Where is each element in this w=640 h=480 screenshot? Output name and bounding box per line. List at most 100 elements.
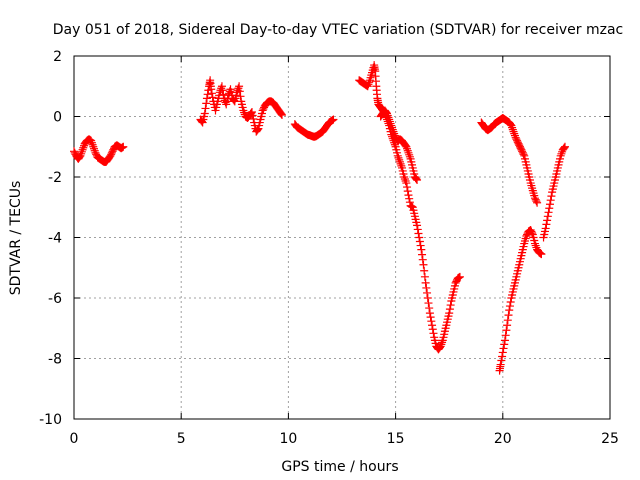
- data-point-sat-b: [221, 98, 230, 107]
- data-point-sat-f: [507, 121, 516, 130]
- data-point-sat-e: [388, 123, 397, 132]
- data-point-sat-d: [416, 241, 425, 250]
- data-point-sat-g: [537, 250, 546, 259]
- data-point-sat-f: [510, 129, 519, 138]
- x-tick-label: 5: [177, 431, 186, 447]
- data-point-sat-d: [446, 301, 455, 310]
- data-point-sat-d: [428, 321, 437, 330]
- data-point-sat-d: [423, 294, 432, 302]
- data-point-sat-b: [202, 94, 211, 103]
- data-point-sat-b: [200, 109, 209, 118]
- y-tick-label: 0: [53, 110, 62, 126]
- data-point-sat-d: [438, 338, 447, 347]
- data-point-sat-e: [387, 121, 396, 130]
- data-point-sat-b: [276, 108, 285, 117]
- data-point-sat-h: [560, 142, 569, 151]
- data-point-sat-g: [528, 228, 537, 237]
- data-point-sat-e: [389, 127, 398, 136]
- data-point-sat-d: [415, 237, 424, 246]
- data-point-sat-d: [417, 245, 426, 254]
- data-point-sat-b: [208, 93, 217, 102]
- data-point-sat-b: [277, 110, 286, 119]
- data-point-sat-g: [505, 306, 514, 315]
- data-point-sat-f: [505, 119, 514, 128]
- y-tick-label: -2: [48, 170, 62, 186]
- data-point-sat-d: [420, 266, 429, 275]
- data-point-sat-b: [217, 84, 226, 93]
- x-tick-label: 10: [279, 431, 297, 447]
- x-tick-label: 20: [494, 431, 512, 447]
- data-point-sat-d: [425, 304, 434, 313]
- data-point-sat-d: [413, 221, 422, 230]
- data-point-sat-b: [277, 109, 286, 118]
- data-point-sat-d: [445, 309, 454, 318]
- data-point-sat-g: [501, 331, 510, 340]
- data-point-sat-d: [390, 140, 399, 149]
- data-point-sat-h: [560, 143, 569, 152]
- data-point-sat-e: [384, 113, 393, 122]
- data-points: [70, 61, 569, 375]
- data-point-sat-h: [544, 208, 553, 217]
- data-point-sat-e: [412, 175, 421, 184]
- data-point-sat-a: [89, 142, 98, 151]
- data-point-sat-b: [253, 125, 262, 134]
- data-point-sat-h: [545, 200, 554, 209]
- data-point-sat-g: [503, 321, 512, 330]
- data-point-sat-b: [217, 82, 226, 91]
- data-point-sat-a: [87, 136, 96, 145]
- data-point-sat-g: [500, 336, 509, 345]
- data-point-sat-d: [403, 183, 412, 192]
- data-point-sat-e: [413, 176, 422, 185]
- y-tick-label: -4: [48, 231, 62, 247]
- data-point-sat-g: [502, 326, 511, 335]
- data-point-sat-e: [385, 117, 394, 126]
- data-point-sat-b: [218, 86, 227, 95]
- data-point-sat-d: [426, 313, 435, 322]
- data-point-sat-e: [404, 148, 413, 157]
- data-point-sat-d: [419, 260, 428, 269]
- data-point-sat-d: [405, 198, 414, 207]
- data-point-sat-g: [503, 316, 512, 325]
- data-point-sat-h: [557, 149, 566, 158]
- y-tick-label: -10: [39, 412, 62, 428]
- data-point-sat-a: [78, 145, 87, 154]
- data-point-sat-f: [510, 131, 519, 140]
- data-point-sat-b: [248, 111, 257, 120]
- data-point-sat-b: [247, 107, 256, 116]
- data-point-sat-a: [77, 147, 86, 156]
- data-point-sat-d: [404, 191, 413, 200]
- data-point-sat-d: [413, 225, 422, 234]
- data-point-sat-d: [436, 342, 445, 351]
- data-point-sat-c: [329, 115, 338, 124]
- data-point-sat-d: [414, 229, 423, 238]
- data-point-sat-b: [235, 87, 244, 96]
- data-point-sat-a: [90, 146, 99, 155]
- data-point-sat-b: [236, 92, 245, 101]
- data-point-sat-e: [403, 144, 412, 153]
- data-point-sat-a: [119, 142, 128, 151]
- data-point-sat-g: [530, 239, 539, 248]
- data-point-sat-g: [498, 348, 507, 357]
- data-point-sat-a: [79, 143, 88, 152]
- data-point-sat-d: [401, 177, 410, 186]
- data-point-sat-d: [424, 299, 433, 308]
- data-point-sat-d: [427, 317, 436, 326]
- x-tick-label: 25: [601, 431, 619, 447]
- data-point-sat-b: [203, 90, 212, 99]
- data-point-sat-d: [421, 278, 430, 287]
- data-point-sat-h: [546, 196, 555, 205]
- data-point-sat-a: [76, 151, 85, 160]
- data-point-sat-e: [403, 146, 412, 155]
- data-point-sat-d: [363, 82, 372, 91]
- data-point-sat-e: [385, 115, 394, 124]
- data-point-sat-d: [423, 288, 432, 297]
- data-point-sat-d: [425, 309, 434, 318]
- data-point-sat-d: [364, 80, 373, 89]
- data-point-sat-a: [87, 138, 96, 147]
- data-point-sat-g: [500, 340, 509, 349]
- data-point-sat-h: [541, 224, 550, 233]
- data-point-sat-d: [365, 78, 374, 87]
- data-point-sat-e: [405, 152, 414, 161]
- y-tick-label: 2: [53, 49, 62, 65]
- data-point-sat-a: [88, 140, 97, 149]
